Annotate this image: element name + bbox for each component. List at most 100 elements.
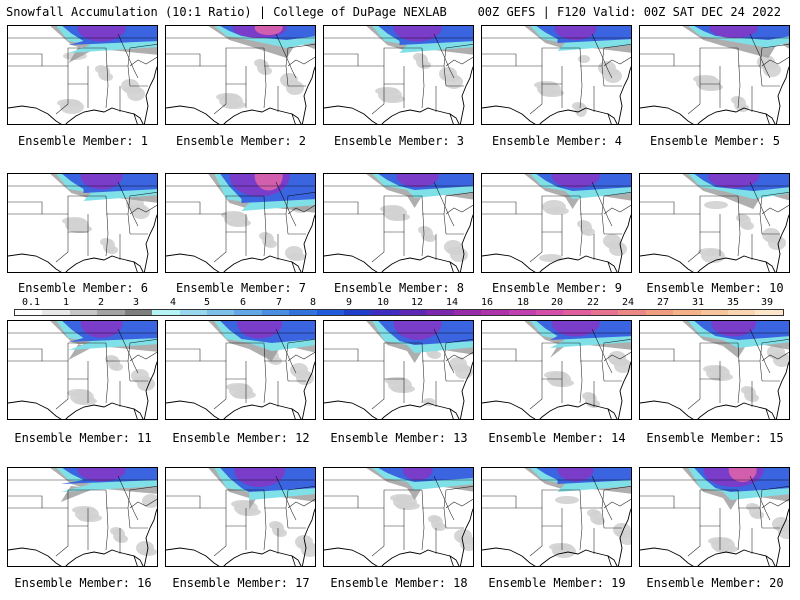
colorbar-tick-label: 3 bbox=[132, 297, 140, 308]
ensemble-member-map bbox=[323, 25, 474, 125]
snowfall-map bbox=[482, 321, 631, 419]
ensemble-member-map bbox=[323, 173, 474, 273]
ensemble-member-label: Ensemble Member: 8 bbox=[333, 281, 465, 295]
colorbar-tick-label: 2 bbox=[97, 297, 105, 308]
colorbar-swatch bbox=[536, 310, 564, 315]
ensemble-member-label: Ensemble Member: 12 bbox=[172, 431, 310, 445]
colorbar-swatch bbox=[289, 310, 317, 315]
colorbar-swatch bbox=[97, 310, 125, 315]
colorbar-tick-label: 31 bbox=[691, 297, 705, 308]
colorbar-swatch bbox=[700, 310, 728, 315]
snowfall-map bbox=[482, 26, 631, 124]
colorbar-swatch bbox=[42, 310, 70, 315]
snowfall-map bbox=[640, 321, 789, 419]
ensemble-member-map bbox=[165, 467, 316, 567]
snowfall-map bbox=[640, 468, 789, 566]
colorbar-swatch bbox=[755, 310, 783, 315]
model-valid-time: 00Z GEFS | F120 Valid: 00Z SAT DEC 24 20… bbox=[477, 5, 781, 19]
colorbar-tick-label: 35 bbox=[726, 297, 740, 308]
ensemble-member-map bbox=[7, 173, 158, 273]
ensemble-member-label: Ensemble Member: 14 bbox=[488, 431, 626, 445]
ensemble-member-map bbox=[639, 173, 790, 273]
colorbar-swatch bbox=[453, 310, 482, 315]
ensemble-member-map bbox=[481, 173, 632, 273]
ensemble-member-map bbox=[7, 467, 158, 567]
ensemble-member-map bbox=[481, 320, 632, 420]
colorbar-swatch bbox=[179, 310, 207, 315]
map-title: Snowfall Accumulation (10:1 Ratio) | Col… bbox=[6, 5, 447, 19]
colorbar-tick-label: 14 bbox=[445, 297, 459, 308]
ensemble-member-label: Ensemble Member: 4 bbox=[491, 134, 623, 148]
colorbar-tick-label: 8 bbox=[309, 297, 317, 308]
ensemble-member-label: Ensemble Member: 16 bbox=[14, 576, 152, 590]
ensemble-member-map bbox=[481, 25, 632, 125]
colorbar-swatch bbox=[645, 310, 674, 315]
snowfall-map bbox=[324, 321, 473, 419]
ensemble-member-label: Ensemble Member: 11 bbox=[14, 431, 152, 445]
colorbar-swatch bbox=[234, 310, 262, 315]
snowfall-map bbox=[324, 468, 473, 566]
ensemble-member-map bbox=[323, 467, 474, 567]
colorbar-swatch bbox=[563, 310, 591, 315]
colorbar-swatch bbox=[344, 310, 372, 315]
colorbar-swatch bbox=[316, 310, 345, 315]
snowfall-map bbox=[640, 26, 789, 124]
snowfall-map bbox=[640, 174, 789, 272]
colorbar-tick-label: 24 bbox=[621, 297, 635, 308]
colorbar-swatch bbox=[508, 310, 537, 315]
colorbar-tick-label: 9 bbox=[345, 297, 353, 308]
ensemble-member-label: Ensemble Member: 1 bbox=[17, 134, 149, 148]
snowfall-map bbox=[8, 468, 157, 566]
colorbar-swatch bbox=[371, 310, 399, 315]
ensemble-member-map bbox=[165, 320, 316, 420]
colorbar-tick-label: 12 bbox=[410, 297, 424, 308]
snowfall-colorbar bbox=[14, 309, 784, 316]
colorbar-swatch bbox=[261, 310, 290, 315]
snowfall-map bbox=[166, 468, 315, 566]
colorbar-swatch bbox=[152, 310, 180, 315]
ensemble-member-label: Ensemble Member: 2 bbox=[175, 134, 307, 148]
ensemble-member-label: Ensemble Member: 5 bbox=[649, 134, 781, 148]
colorbar-swatch bbox=[124, 310, 153, 315]
snowfall-map bbox=[8, 26, 157, 124]
colorbar-swatch bbox=[398, 310, 427, 315]
ensemble-member-label: Ensemble Member: 15 bbox=[646, 431, 784, 445]
ensemble-member-label: Ensemble Member: 17 bbox=[172, 576, 310, 590]
snowfall-map bbox=[482, 468, 631, 566]
colorbar-tick-label: 5 bbox=[203, 297, 211, 308]
ensemble-member-label: Ensemble Member: 13 bbox=[330, 431, 468, 445]
ensemble-member-map bbox=[639, 25, 790, 125]
ensemble-member-map bbox=[481, 467, 632, 567]
colorbar-tick-label: 27 bbox=[656, 297, 670, 308]
colorbar-tick-label: 16 bbox=[480, 297, 494, 308]
ensemble-member-map bbox=[639, 320, 790, 420]
ensemble-member-map bbox=[323, 320, 474, 420]
colorbar-tick-label: 7 bbox=[275, 297, 283, 308]
ensemble-member-label: Ensemble Member: 6 bbox=[17, 281, 149, 295]
ensemble-member-label: Ensemble Member: 10 bbox=[646, 281, 784, 295]
colorbar-tick-label: 6 bbox=[239, 297, 247, 308]
snowfall-map bbox=[166, 26, 315, 124]
ensemble-member-label: Ensemble Member: 9 bbox=[491, 281, 623, 295]
colorbar-swatch bbox=[426, 310, 454, 315]
ensemble-member-map bbox=[7, 25, 158, 125]
ensemble-member-label: Ensemble Member: 3 bbox=[333, 134, 465, 148]
colorbar-swatch bbox=[673, 310, 701, 315]
snowfall-map bbox=[166, 174, 315, 272]
ensemble-member-map bbox=[165, 173, 316, 273]
colorbar-tick-label: 18 bbox=[516, 297, 530, 308]
colorbar-tick-label: 10 bbox=[376, 297, 390, 308]
colorbar-tick-label: 0.1 bbox=[21, 297, 41, 308]
colorbar-tick-label: 39 bbox=[760, 297, 774, 308]
colorbar-tick-label: 22 bbox=[586, 297, 600, 308]
snowfall-map bbox=[8, 174, 157, 272]
colorbar-swatch bbox=[69, 310, 98, 315]
ensemble-member-map bbox=[7, 320, 158, 420]
colorbar-swatch bbox=[618, 310, 646, 315]
ensemble-member-label: Ensemble Member: 19 bbox=[488, 576, 626, 590]
snowfall-map bbox=[8, 321, 157, 419]
colorbar-swatch bbox=[206, 310, 235, 315]
colorbar-swatch bbox=[15, 310, 43, 315]
ensemble-member-label: Ensemble Member: 18 bbox=[330, 576, 468, 590]
colorbar-tick-label: 1 bbox=[62, 297, 70, 308]
